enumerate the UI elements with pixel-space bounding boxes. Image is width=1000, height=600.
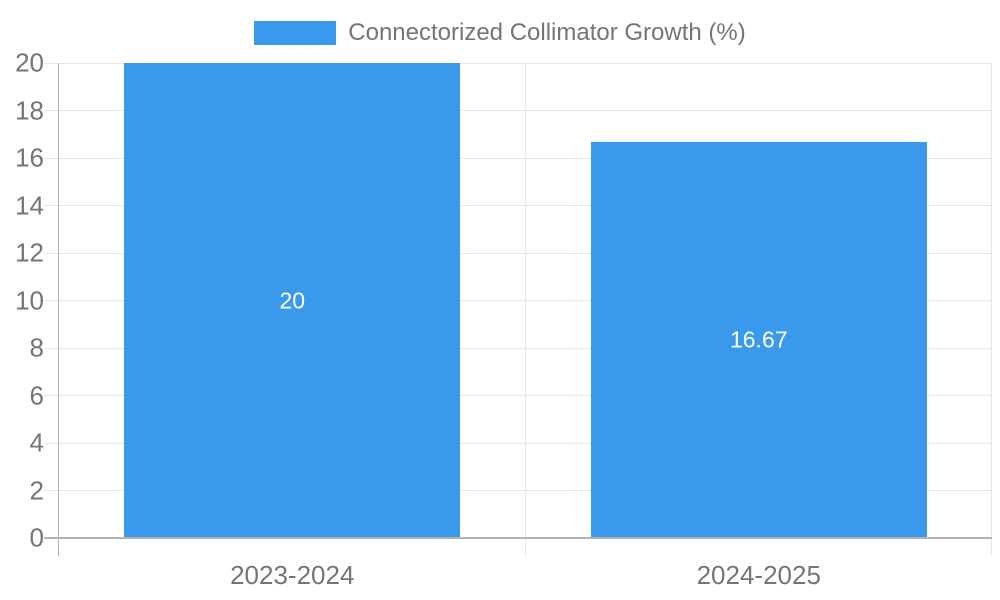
y-axis-tick [44, 490, 59, 491]
y-axis-tick-label: 18 [15, 94, 44, 125]
y-axis-tick [44, 110, 59, 111]
y-axis-tick-label: 14 [15, 189, 44, 220]
y-axis-tick [44, 62, 59, 64]
legend-label: Connectorized Collimator Growth (%) [348, 19, 746, 46]
x-axis-tick-label: 2024-2025 [696, 560, 821, 590]
y-axis-tick-label: 2 [29, 474, 44, 505]
gridline-horizontal [59, 252, 992, 254]
gridline-horizontal [59, 205, 992, 206]
bar [124, 63, 461, 538]
gridline-vertical [524, 63, 526, 555]
gridline-horizontal [59, 490, 992, 491]
y-axis-tick [44, 157, 59, 159]
y-axis-tick-label: 16 [15, 142, 44, 173]
bar-value-label: 20 [279, 287, 306, 313]
y-axis-tick-label: 12 [15, 237, 44, 268]
y-axis-tick-label: 6 [29, 379, 44, 410]
y-axis-tick-label: 8 [29, 332, 44, 363]
y-axis-tick [44, 300, 59, 301]
gridline-horizontal [59, 62, 992, 64]
gridline-horizontal [59, 300, 992, 301]
gridline-horizontal [59, 157, 992, 159]
y-axis-line [57, 63, 59, 556]
legend-swatch [254, 21, 337, 45]
y-axis-tick [44, 537, 59, 539]
y-axis-tick [44, 347, 59, 349]
y-axis-tick [44, 205, 59, 206]
x-axis-line [59, 537, 992, 539]
plot-area: 20 16.67 [59, 62, 992, 555]
gridline-vertical [991, 63, 992, 555]
y-axis-tick [44, 252, 59, 254]
y-axis-tick-label: 10 [15, 284, 44, 315]
bar [590, 142, 927, 538]
y-axis-tick-label: 20 [15, 47, 44, 78]
y-axis-tick [44, 395, 59, 396]
gridline-horizontal [59, 347, 992, 349]
legend: Connectorized Collimator Growth (%) [0, 19, 1000, 47]
y-axis-tick-label: 4 [29, 427, 44, 458]
y-axis-tick [44, 442, 59, 444]
gridline-horizontal [59, 110, 992, 111]
y-axis-tick-label: 0 [29, 522, 44, 553]
gridline-horizontal [59, 395, 992, 396]
gridline-horizontal [59, 442, 992, 444]
x-axis-tick-label: 2023-2024 [230, 560, 355, 590]
bar-value-label: 16.67 [729, 326, 788, 353]
